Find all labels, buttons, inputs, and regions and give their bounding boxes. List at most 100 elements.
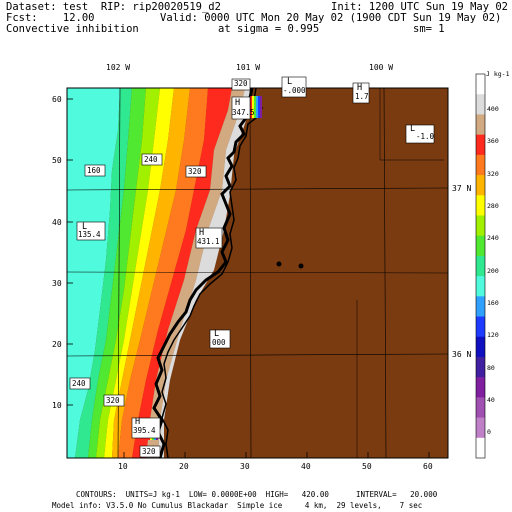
colorbar-swatch [476,94,485,115]
rainbow-patch-top [250,96,262,118]
low-value: -1.0 [416,132,435,141]
colorbar-unit: J kg-1 [486,70,510,78]
colorbar-swatch [476,397,485,419]
colorbar-swatch [476,437,485,459]
colorbar-swatch [476,356,485,378]
contour-label: 320 [234,79,248,88]
meridian-101w [249,87,252,459]
station-dot [276,261,282,267]
high-label: H [357,83,363,93]
y-tick: 50 [52,156,62,165]
x-tick: 40 [301,462,311,471]
low-value: 000 [212,338,226,347]
band-orange [118,88,208,458]
lat-label-37n: 37 N [452,184,472,193]
y-tick: 40 [52,218,62,227]
x-tick: 10 [118,462,128,471]
low-label: L [410,124,416,134]
high-value: 395.4 [133,426,156,435]
high-label: H [199,228,205,238]
colorbar-label: 160 [487,299,499,308]
colorbar-swatch [476,134,485,156]
header-field: Convective inhibition [6,23,139,35]
colorbar-swatch [476,154,485,176]
colorbar-frame [475,73,486,459]
high-label: H [135,417,141,427]
x-tick: 50 [362,462,372,471]
colorbar-label: 80 [487,363,495,372]
colorbar-swatch [476,336,485,358]
header-level: at sigma = 0.995 [218,23,320,35]
band-cyan [67,88,120,458]
footer-model-info: Model info: V3.5.0 No Cumulus Blackadar … [52,501,423,510]
band-yellow [104,88,174,458]
contour-label: 160 [87,166,101,175]
colorbar-swatch [476,417,485,439]
low-label: L [214,329,220,339]
header-smoothing: sm= 1 [413,23,445,35]
low-value: 135.4 [78,230,101,239]
colorbar-swatch [476,175,485,196]
colorbar-swatch [476,316,485,338]
colorbar-swatch [476,74,485,95]
x-tick: 60 [423,462,433,471]
high-value: 347.5 [232,108,255,117]
band-tan [146,88,245,458]
contour-label: 320 [142,447,156,456]
axis-ticks [67,98,430,458]
colorbar-label: 200 [487,266,499,275]
colorbar-swatch [476,114,485,136]
low-value: -.000 [283,86,306,95]
boundary-contours-inner [161,87,263,459]
y-tick: 20 [52,340,62,349]
colorbar-swatch [476,276,485,297]
parallel-36n [66,353,449,357]
contour-label: 320 [188,167,202,176]
band-teal [75,88,132,458]
lon-label-102w: 102 W [106,63,131,72]
footer-contours: CONTOURS: UNITS=J kg-1 LOW= 0.0000E+00 H… [76,490,438,499]
high-value: 1.7 [355,92,369,101]
x-tick: 30 [240,462,250,471]
header-fcst: Fcst: 12.00 [6,12,95,24]
colorbar-swatch [476,255,485,277]
boundary-contours [152,87,260,459]
band-red [132,88,232,458]
colorbar-swatch [476,215,485,237]
boundaries [66,88,449,458]
colorbar-label: 240 [487,234,499,243]
high-label: H [235,98,241,108]
colorbar-swatch [476,195,485,216]
header-init: Init: 1200 UTC Sun 19 May 02 [331,1,509,13]
lon-label-100w: 100 W [369,63,394,72]
colorbar-label: 400 [487,105,499,113]
low-label: L [287,77,293,87]
y-tick: 60 [52,95,62,104]
colorbar-label: 320 [487,169,499,178]
station-dot [298,263,304,269]
header-dataset: Dataset: test RIP: rip20020519_d2 [6,1,221,13]
colorbar-swatch [476,296,485,318]
header-valid: Valid: 0000 UTC Mon 20 May 02 (1900 CDT … [160,12,502,24]
colorbar-label: 360 [487,137,499,146]
label-boxes [69,76,435,458]
band-amber [112,88,190,458]
colorbar-swatch [476,377,485,398]
y-tick: 10 [52,401,62,410]
colorbar-label: 120 [487,331,499,340]
parallel-37n [66,187,449,191]
plot-frame [66,87,449,459]
band-green [88,88,146,458]
lat-label-36n: 36 N [452,350,472,359]
y-tick: 30 [52,279,62,288]
x-tick: 20 [179,462,189,471]
low-label: L [82,222,88,232]
band-lime [96,88,160,458]
colorbar-swatch [476,235,485,257]
lon-label-101w: 101 W [236,63,261,72]
contour-label: 240 [72,379,86,388]
contour-label: 240 [144,155,158,164]
high-value: 431.1 [197,237,220,246]
colorbar-label: 280 [487,202,499,210]
